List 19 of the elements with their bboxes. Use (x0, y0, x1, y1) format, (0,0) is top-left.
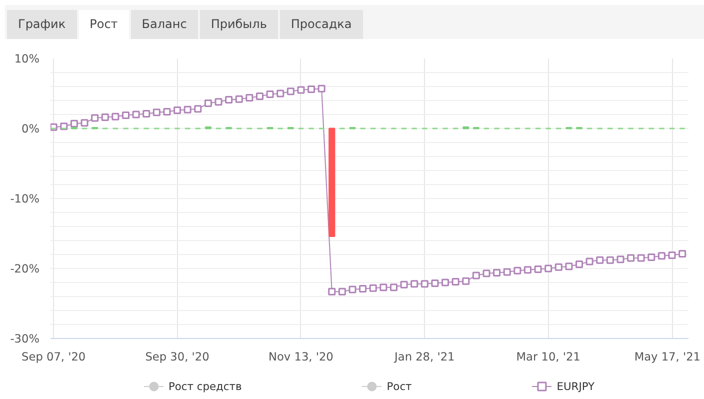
legend-label: Рост средств (168, 380, 242, 392)
x-tick-label: Nov 13, '20 (268, 350, 334, 364)
x-tick-label: May 17, '21 (634, 350, 701, 364)
x-tick-label: Mar 10, '21 (516, 350, 580, 364)
y-tick-label: 0% (22, 122, 40, 136)
text: Просадка (280, 10, 363, 40)
y-tick-label: -20% (10, 262, 40, 276)
y-tick-label: 10% (14, 52, 40, 66)
y-tick-label: -10% (10, 192, 40, 206)
x-tick-label: Sep 30, '20 (145, 350, 210, 364)
text: Рост (78, 10, 129, 40)
x-tick-label: Jan 28, '21 (394, 350, 455, 364)
text: Прибыль (200, 10, 278, 40)
x-tick-label: Sep 07, '20 (22, 350, 86, 364)
text: График (7, 10, 77, 40)
legend-label: Рост (386, 380, 412, 392)
y-tick-label: -30% (10, 332, 40, 346)
text: Баланс (130, 10, 198, 40)
legend-label: EURJPY (556, 380, 595, 392)
